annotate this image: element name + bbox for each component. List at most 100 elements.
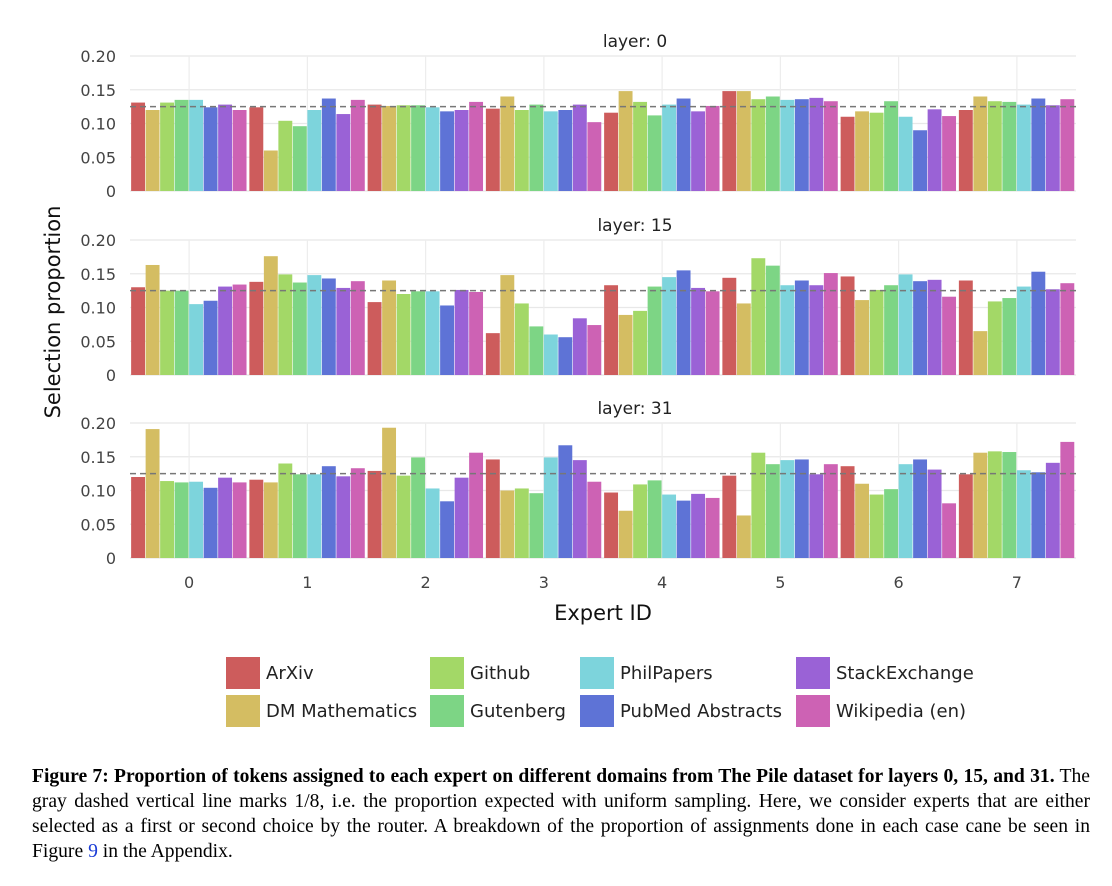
bar <box>160 481 175 558</box>
bar <box>942 296 957 375</box>
bar <box>884 285 899 375</box>
bar <box>722 91 737 191</box>
bar <box>1045 462 1060 558</box>
bar <box>396 105 411 191</box>
bar <box>869 289 884 375</box>
bar <box>350 468 365 558</box>
bar <box>543 111 558 191</box>
bar <box>633 310 648 375</box>
bar <box>396 475 411 558</box>
bar <box>249 281 264 375</box>
bar <box>898 116 913 191</box>
bar <box>705 497 720 558</box>
bar <box>736 303 751 375</box>
y-tick-label: 0.15 <box>80 81 116 100</box>
bar <box>587 481 602 558</box>
bar <box>884 489 899 558</box>
x-tick-label: 3 <box>539 573 549 592</box>
bar <box>145 264 160 375</box>
bar <box>572 104 587 191</box>
bar <box>676 500 691 558</box>
bar <box>973 452 988 558</box>
bar <box>529 326 544 375</box>
bar <box>869 112 884 191</box>
legend-label: Github <box>470 662 531 684</box>
legend-swatch <box>226 695 260 727</box>
x-tick-label: 6 <box>894 573 904 592</box>
bar <box>485 459 500 558</box>
bar <box>898 274 913 375</box>
bar <box>1002 101 1017 191</box>
bar <box>1031 98 1046 191</box>
bar <box>662 494 677 558</box>
bar <box>572 318 587 375</box>
bar <box>278 120 293 191</box>
bar <box>500 96 515 191</box>
bar <box>840 116 855 191</box>
bar <box>218 104 233 191</box>
legend: ArXiv DM Mathematics Github Gutenberg Ph… <box>226 656 1016 736</box>
caption-bold: Figure 7: Proportion of tokens assigned … <box>32 766 1055 787</box>
bar <box>1060 283 1075 375</box>
bar <box>485 108 500 191</box>
bar <box>367 104 382 191</box>
bar <box>1031 472 1046 558</box>
panel-title: layer: 15 <box>597 216 672 236</box>
y-tick-label: 0.10 <box>80 482 116 501</box>
bar <box>160 102 175 191</box>
bar <box>189 481 204 558</box>
bar <box>469 101 484 191</box>
bar <box>454 477 469 558</box>
bar <box>736 515 751 558</box>
bar <box>958 474 973 558</box>
legend-item-dm-mathematics: DM Mathematics <box>226 694 417 728</box>
bar <box>440 305 455 375</box>
bar <box>676 270 691 375</box>
chart-area: layer: 0 0 0.05 0.10 0.15 0.20 layer: 15 0 0.05 0… <box>41 32 1076 625</box>
bar <box>174 290 189 375</box>
bar <box>292 126 307 191</box>
bar <box>647 286 662 375</box>
bar <box>454 110 469 191</box>
bar <box>765 96 780 191</box>
bar <box>558 445 573 558</box>
bar <box>174 99 189 191</box>
bar <box>647 115 662 191</box>
bar <box>232 110 247 191</box>
legend-item-github: Github <box>430 656 530 690</box>
bar <box>927 109 942 191</box>
figure-reference-link[interactable]: 9 <box>88 841 98 862</box>
bar <box>321 98 336 191</box>
bar <box>618 510 633 558</box>
bar <box>411 291 426 375</box>
legend-swatch <box>580 657 614 689</box>
x-tick-label: 7 <box>1012 573 1022 592</box>
bar <box>618 91 633 191</box>
bar <box>350 99 365 191</box>
legend-swatch <box>580 695 614 727</box>
bar <box>751 99 766 191</box>
bar <box>1045 289 1060 375</box>
bar <box>809 285 824 375</box>
legend-swatch <box>226 657 260 689</box>
bar <box>913 130 928 191</box>
bar <box>633 101 648 191</box>
y-tick-label: 0.20 <box>80 231 116 250</box>
bar <box>765 265 780 375</box>
y-tick-label: 0 <box>106 366 116 385</box>
bar <box>794 280 809 375</box>
y-tick-label: 0 <box>106 549 116 568</box>
bar <box>218 286 233 375</box>
bar <box>321 466 336 558</box>
bar <box>604 285 619 375</box>
bar <box>1045 105 1060 191</box>
y-tick-label: 0.15 <box>80 448 116 467</box>
bar <box>604 492 619 558</box>
bar <box>440 111 455 191</box>
bar <box>958 280 973 375</box>
bar <box>350 281 365 375</box>
bar <box>987 451 1002 558</box>
bar <box>855 111 870 191</box>
legend-item-philpapers: PhilPapers <box>580 656 713 690</box>
bar <box>823 101 838 191</box>
